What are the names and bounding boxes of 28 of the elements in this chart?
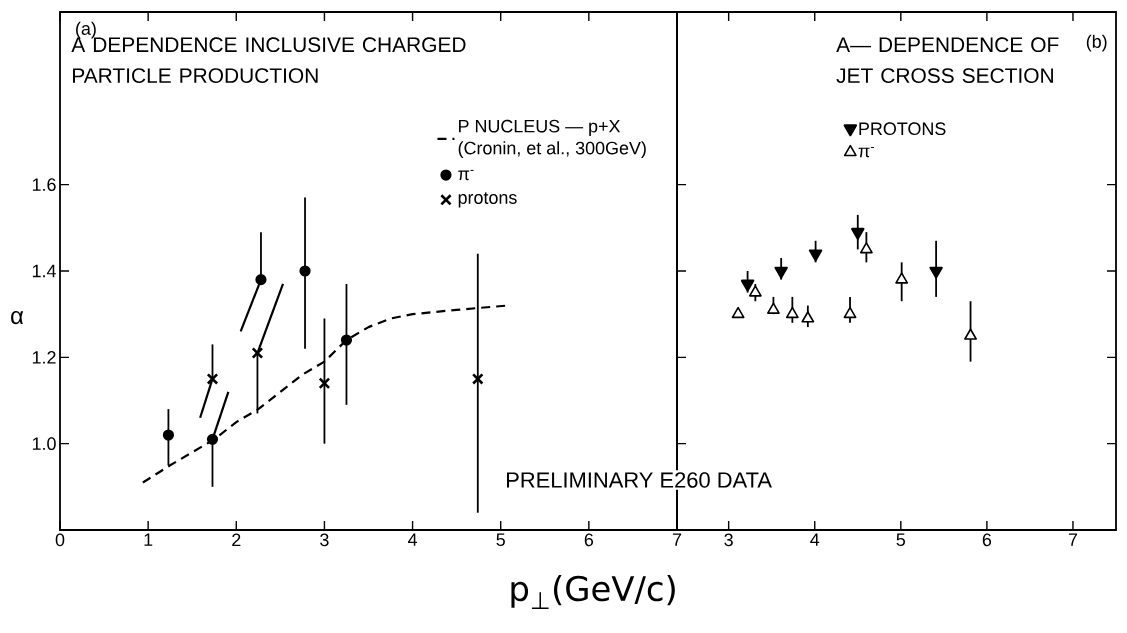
x-tick-label: 5 <box>496 533 505 547</box>
x-axis-title: p$_{⊥}$(GeV/c) <box>511 575 675 609</box>
x-tick-label: 2 <box>232 533 241 547</box>
x-tick-label: 4 <box>407 533 418 546</box>
x-tick-label: 5 <box>896 533 906 547</box>
x-tick-label: 6 <box>982 533 992 547</box>
x-tick-label: 7 <box>672 533 682 546</box>
x-tick-label: 4 <box>810 533 820 546</box>
legend-label: π$^{-}$ <box>858 147 874 158</box>
y-tick-label: 1.4 <box>32 264 56 278</box>
x-tick-label: 7 <box>1068 533 1078 546</box>
x-tick-label: 6 <box>584 533 594 547</box>
x-tick-label: 3 <box>724 533 733 547</box>
legend-label: π$^{-}$ <box>458 169 474 181</box>
legend-label: protons <box>458 192 517 208</box>
y-tick-label: 1.6 <box>32 178 56 192</box>
x-tick-label: 3 <box>320 533 329 547</box>
legend-label: PROTONS <box>859 122 946 136</box>
x-tick-label: 1 <box>144 533 153 546</box>
annotation: (a) <box>76 21 96 39</box>
y-axis-title: α <box>11 311 24 325</box>
y-tick-label: 1.0 <box>32 437 56 451</box>
legend-label: P NUCLEUS — p+X (Cronin, et al., 300GeV) <box>458 119 646 158</box>
x-tick-label: 0 <box>55 533 65 547</box>
y-tick-label: 1.2 <box>32 351 56 364</box>
annotation: (b) <box>1086 34 1107 52</box>
text: A— DEPENDENCE OF JET CROSS SECTION <box>836 37 1059 83</box>
annotation: PRELIMINARY E260 DATA <box>507 472 772 488</box>
